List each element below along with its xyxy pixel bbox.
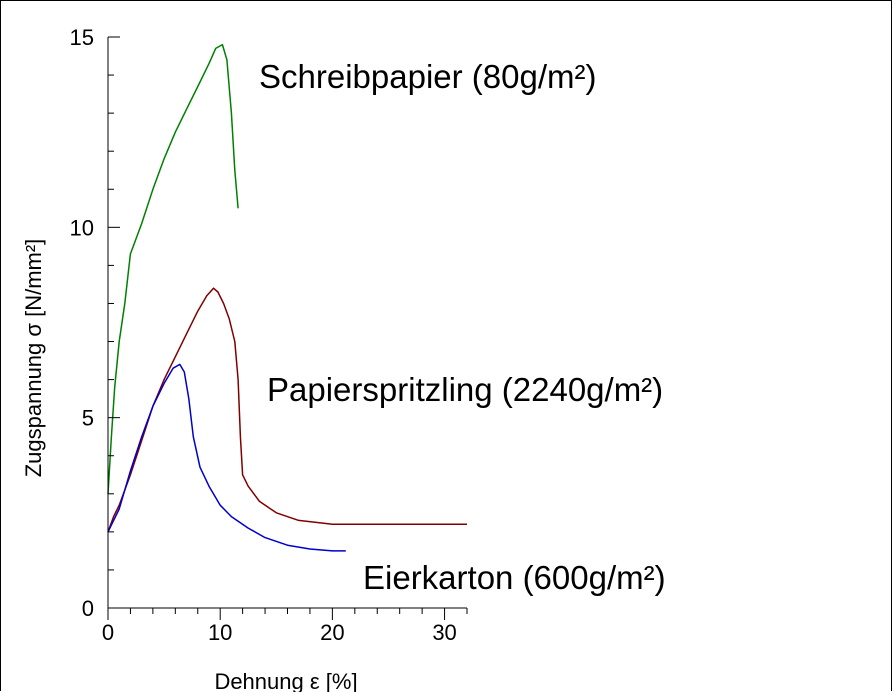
x-tick-label-0: 0 <box>102 620 114 645</box>
x-tick-label-30: 30 <box>432 620 456 645</box>
series-label-papierspritzling: Papierspritzling (2240g/m²) <box>267 371 663 408</box>
x-axis-title: Dehnung ε [%] <box>214 669 357 692</box>
series-label-eierkarton: Eierkarton (600g/m²) <box>363 559 666 596</box>
y-tick-label-5: 5 <box>82 406 94 431</box>
y-tick-label-0: 0 <box>82 596 94 621</box>
series-line-1 <box>107 287 467 533</box>
y-axis-title: Zugspannung σ [N/mm²] <box>21 239 46 478</box>
y-tick-label-10: 10 <box>70 215 94 240</box>
y-tick-label-15: 15 <box>70 25 94 50</box>
series-layer <box>107 43 467 552</box>
axes-layer: 0 5 10 15 0 10 20 30 <box>70 25 468 645</box>
x-tick-label-20: 20 <box>320 620 344 645</box>
series-label-schreibpapier: Schreibpapier (80g/m²) <box>259 58 596 95</box>
x-tick-label-10: 10 <box>208 620 232 645</box>
series-line-0 <box>107 43 239 494</box>
series-line-2 <box>107 363 346 552</box>
